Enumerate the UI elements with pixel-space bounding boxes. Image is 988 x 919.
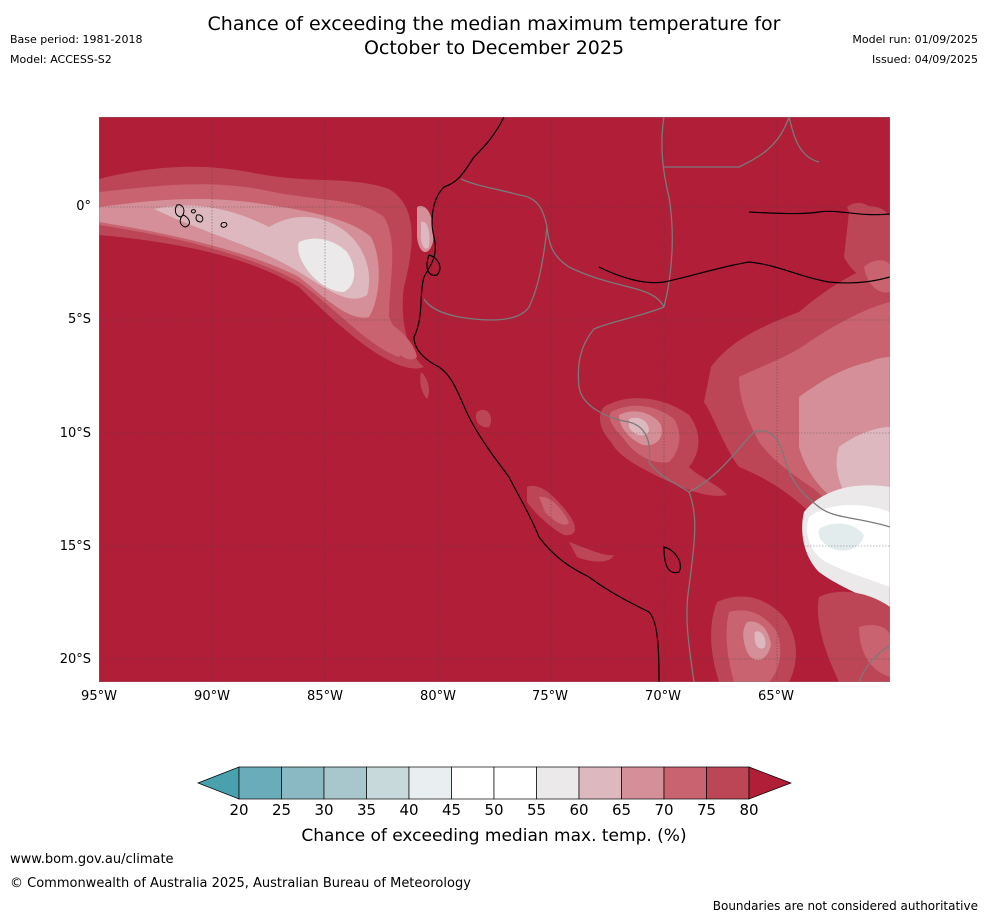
meta-left: Base period: 1981-2018 Model: ACCESS-S2 <box>10 30 142 70</box>
probability-map <box>99 117 890 682</box>
blob-peru-4 <box>569 542 614 562</box>
galapagos-islands <box>174 204 228 228</box>
title-line-1: Chance of exceeding the median maximum t… <box>207 13 781 35</box>
colorbar-tick-label: 70 <box>654 801 674 819</box>
colorbar-tick-label: 60 <box>569 801 589 819</box>
lat-label-0: 0° <box>76 199 91 214</box>
footer-copyright: © Commonwealth of Australia 2025, Austra… <box>10 876 471 891</box>
meta-right: Model run: 01/09/2025 Issued: 04/09/2025 <box>852 30 978 70</box>
lat-label-10s: 10°S <box>59 426 91 441</box>
map-title: Chance of exceeding the median maximum t… <box>0 12 988 60</box>
colorbar-cell <box>451 766 495 800</box>
contour-55-pacific <box>298 238 355 292</box>
colorbar-cell <box>323 766 367 800</box>
contour-70-ne <box>864 260 890 293</box>
colorbar-tick-label: 65 <box>611 801 632 819</box>
colorbar-cell <box>578 766 622 800</box>
colorbar-cell <box>663 766 707 800</box>
lon-label-85w: 85°W <box>307 689 343 704</box>
country-borders <box>423 117 890 682</box>
contour-60-guayaquil <box>420 221 430 249</box>
blob-peru-5 <box>420 372 429 399</box>
colorbar-cell <box>706 766 750 800</box>
colorbar-tick-label: 40 <box>399 801 419 819</box>
colorbar-tick-label: 75 <box>696 801 717 819</box>
colorbar-cell <box>493 766 537 800</box>
lon-label-70w: 70°W <box>645 689 681 704</box>
model-name: Model: ACCESS-S2 <box>10 53 112 66</box>
model-run: Model run: 01/09/2025 <box>852 33 978 46</box>
colorbar-cell <box>408 766 452 800</box>
lon-label-80w: 80°W <box>420 689 456 704</box>
contour-70-se <box>859 625 890 677</box>
colorbar <box>197 766 792 800</box>
colorbar-tick-label: 20 <box>229 801 249 819</box>
footer-url[interactable]: www.bom.gov.au/climate <box>10 852 174 867</box>
colorbar-tick-label: 35 <box>356 801 377 819</box>
colorbar-tick-label: 80 <box>739 801 759 819</box>
colorbar-cell <box>621 766 665 800</box>
lon-label-90w: 90°W <box>194 689 230 704</box>
title-line-2: October to December 2025 <box>363 37 625 59</box>
lon-label-95w: 95°W <box>81 689 117 704</box>
colorbar-tick-label: 25 <box>271 801 292 819</box>
coastlines <box>413 117 890 682</box>
blob-peru-1 <box>475 409 492 428</box>
lat-label-5s: 5°S <box>67 312 91 327</box>
base-period: Base period: 1981-2018 <box>10 33 143 46</box>
contour-60-south <box>754 631 766 649</box>
graticule <box>99 117 890 682</box>
colorbar-tick-label: 30 <box>314 801 334 819</box>
colorbar-low-arrow <box>197 766 240 800</box>
footer-disclaimer: Boundaries are not considered authoritat… <box>712 899 978 913</box>
lon-label-65w: 65°W <box>758 689 794 704</box>
lat-label-20s: 20°S <box>59 652 91 667</box>
colorbar-cell <box>281 766 325 800</box>
contour-70-coast <box>379 317 417 360</box>
colorbar-tick-label: 45 <box>441 801 462 819</box>
colorbar-cell <box>536 766 580 800</box>
colorbar-cell <box>366 766 410 800</box>
lat-label-15s: 15°S <box>59 539 91 554</box>
colorbar-cell <box>238 766 282 800</box>
colorbar-title: Chance of exceeding median max. temp. (%… <box>301 826 687 846</box>
lon-label-75w: 75°W <box>532 689 568 704</box>
colorbar-high-arrow <box>748 766 792 800</box>
colorbar-tick-label: 55 <box>526 801 547 819</box>
colorbar-tick-label: 50 <box>484 801 504 819</box>
issued-date: Issued: 04/09/2025 <box>871 53 978 66</box>
contour-45-east <box>818 523 864 551</box>
blob-peru-3 <box>539 496 569 525</box>
